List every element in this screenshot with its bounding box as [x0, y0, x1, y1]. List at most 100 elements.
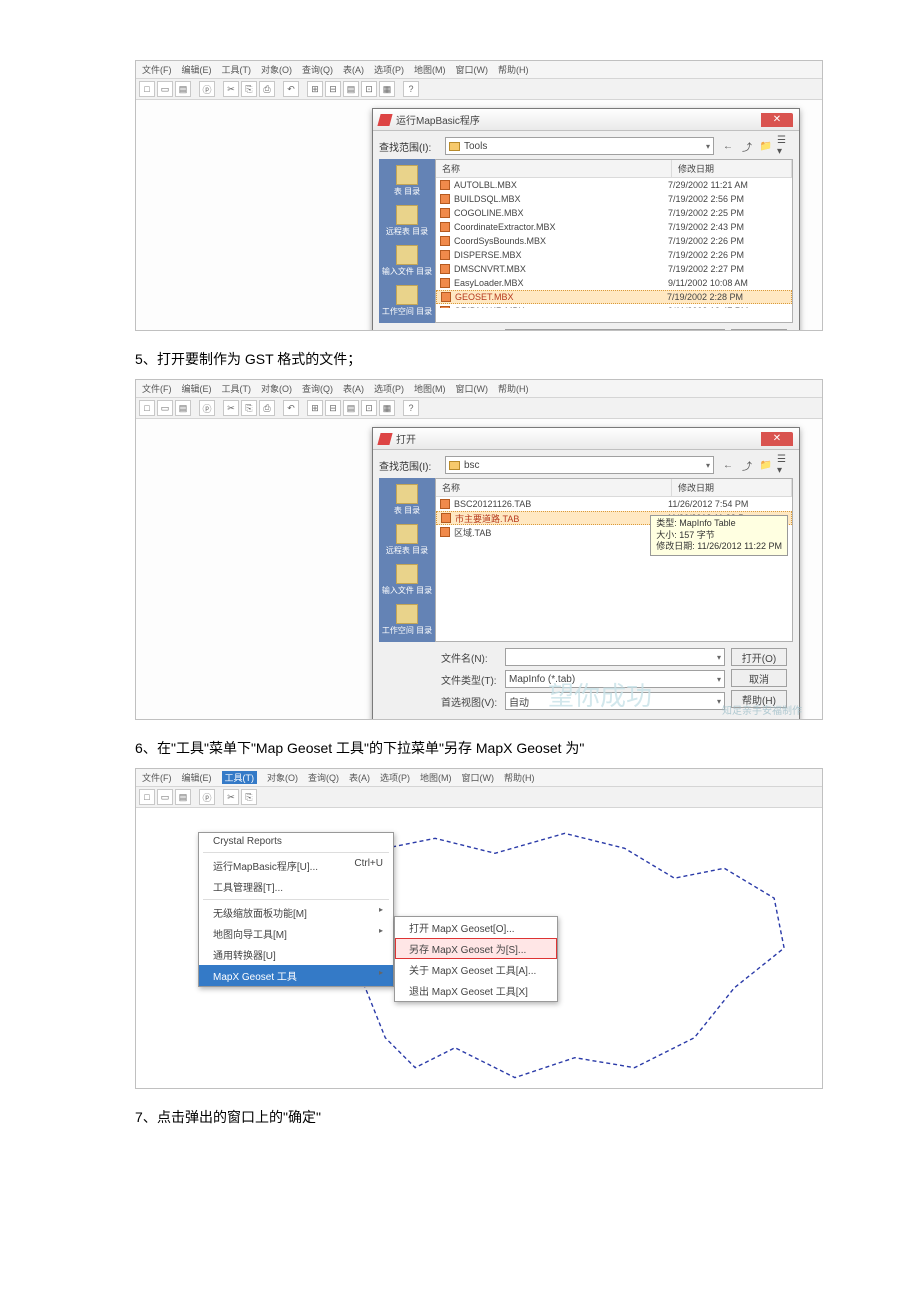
places-input[interactable]: 输入文件 目录	[382, 564, 432, 596]
menu-edit[interactable]: 编辑(E)	[182, 382, 212, 395]
menu-table[interactable]: 表(A)	[343, 63, 364, 76]
file-row[interactable]: CoordinateExtractor.MBX7/19/2002 2:43 PM	[436, 220, 792, 234]
menu-tools[interactable]: 工具(T)	[222, 771, 258, 784]
tb-w2[interactable]: ⊟	[325, 81, 341, 97]
menu-query[interactable]: 查询(Q)	[308, 771, 339, 784]
menu-table[interactable]: 表(A)	[349, 771, 370, 784]
open-button[interactable]: 打开(O)	[731, 329, 787, 330]
file-row[interactable]: GRIDMAKR.MBX9/11/2002 12:47 PM	[436, 304, 792, 308]
places-workspace[interactable]: 工作空间 目录	[382, 604, 432, 636]
file-row[interactable]: DMSCNVRT.MBX7/19/2002 2:27 PM	[436, 262, 792, 276]
places-tables[interactable]: 表 目录	[394, 484, 420, 516]
places-workspace[interactable]: 工作空间 目录	[382, 285, 432, 317]
menu-window[interactable]: 窗口(W)	[456, 63, 489, 76]
file-row[interactable]: BUILDSQL.MBX7/19/2002 2:56 PM	[436, 192, 792, 206]
menu-object[interactable]: 对象(O)	[267, 771, 298, 784]
nav-up-icon[interactable]: ⤴	[739, 138, 755, 154]
filename-input[interactable]: ▾	[505, 648, 725, 666]
dialog-icon	[377, 433, 392, 445]
file-row[interactable]: CoordSysBounds.MBX7/19/2002 2:26 PM	[436, 234, 792, 248]
places-remote[interactable]: 远程表 目录	[386, 205, 428, 237]
tools-menu-item[interactable]: 地图向导工具[M]	[199, 923, 393, 944]
menu-options[interactable]: 选项(P)	[374, 382, 404, 395]
close-button[interactable]: ✕	[761, 432, 793, 446]
menu-tools[interactable]: 工具(T)	[222, 382, 252, 395]
menu-help[interactable]: 帮助(H)	[498, 382, 529, 395]
file-row[interactable]: DISPERSE.MBX7/19/2002 2:26 PM	[436, 248, 792, 262]
file-row[interactable]: EasyLoader.MBX9/11/2002 10:08 AM	[436, 276, 792, 290]
menu-object[interactable]: 对象(O)	[261, 63, 292, 76]
menu-edit[interactable]: 编辑(E)	[182, 63, 212, 76]
places-remote[interactable]: 远程表 目录	[386, 524, 428, 556]
menu-options[interactable]: 选项(P)	[374, 63, 404, 76]
tb-cut[interactable]: ✂	[223, 81, 239, 97]
file-row[interactable]: GEOSET.MBX7/19/2002 2:28 PM	[436, 290, 792, 304]
tb-w4[interactable]: ⊡	[361, 81, 377, 97]
tools-menu-item[interactable]: 通用转换器[U]	[199, 944, 393, 965]
nav-back-icon[interactable]: ←	[720, 457, 736, 473]
menu-tools[interactable]: 工具(T)	[222, 63, 252, 76]
submenu-item[interactable]: 关于 MapX Geoset 工具[A]...	[395, 959, 557, 980]
submenu-item[interactable]: 退出 MapX Geoset 工具[X]	[395, 980, 557, 1001]
col-name[interactable]: 名称	[436, 160, 672, 177]
nav-back-icon[interactable]: ←	[720, 138, 736, 154]
menu-window[interactable]: 窗口(W)	[462, 771, 495, 784]
tools-menu-item[interactable]: 运行MapBasic程序[U]...Ctrl+U	[199, 855, 393, 876]
tb-copy[interactable]: ⎘	[241, 81, 257, 97]
menu-object[interactable]: 对象(O)	[261, 382, 292, 395]
tb-print[interactable]: ⓟ	[199, 81, 215, 97]
close-button[interactable]: ✕	[761, 113, 793, 127]
tb-w3[interactable]: ▤	[343, 81, 359, 97]
col-date[interactable]: 修改日期	[672, 479, 792, 496]
file-row[interactable]: BSC20121126.TAB11/26/2012 7:54 PM	[436, 497, 792, 511]
places-input[interactable]: 输入文件 目录	[382, 245, 432, 277]
tools-menu-item[interactable]: Crystal Reports	[199, 833, 393, 850]
file-list[interactable]: AUTOLBL.MBX7/29/2002 11:21 AMBUILDSQL.MB…	[436, 178, 792, 308]
menu-map[interactable]: 地图(M)	[420, 771, 452, 784]
tb-new[interactable]: □	[139, 81, 155, 97]
cancel-button[interactable]: 取消	[731, 669, 787, 687]
filename-input[interactable]: ▾	[505, 329, 725, 330]
tb-save[interactable]: ▤	[175, 81, 191, 97]
menu-query[interactable]: 查询(Q)	[302, 382, 333, 395]
menu-file[interactable]: 文件(F)	[142, 771, 172, 784]
menu-options[interactable]: 选项(P)	[380, 771, 410, 784]
tb-w5[interactable]: ▦	[379, 81, 395, 97]
menu-help[interactable]: 帮助(H)	[504, 771, 535, 784]
tools-menu-item[interactable]: 工具管理器[T]...	[199, 876, 393, 897]
tb-help[interactable]: ?	[403, 81, 419, 97]
tb-open[interactable]: ▭	[157, 81, 173, 97]
help-button[interactable]: 帮助(H)	[731, 690, 787, 708]
submenu-item[interactable]: 另存 MapX Geoset 为[S]...	[395, 938, 557, 959]
nav-newfolder-icon[interactable]: 📁	[758, 138, 774, 154]
nav-up-icon[interactable]: ⤴	[739, 457, 755, 473]
open-button[interactable]: 打开(O)	[731, 648, 787, 666]
col-date[interactable]: 修改日期	[672, 160, 792, 177]
nav-view-icon[interactable]: ☰ ▾	[777, 138, 793, 154]
tb-w1[interactable]: ⊞	[307, 81, 323, 97]
view-combo[interactable]: 自动▾	[505, 692, 725, 710]
places-tables[interactable]: 表 目录	[394, 165, 420, 197]
look-in-combo[interactable]: Tools ▾	[445, 137, 714, 155]
look-in-combo[interactable]: bsc ▾	[445, 456, 714, 474]
menu-map[interactable]: 地图(M)	[414, 382, 446, 395]
nav-newfolder-icon[interactable]: 📁	[758, 457, 774, 473]
file-row[interactable]: AUTOLBL.MBX7/29/2002 11:21 AM	[436, 178, 792, 192]
filetype-combo[interactable]: MapInfo (*.tab)▾	[505, 670, 725, 688]
menu-window[interactable]: 窗口(W)	[456, 382, 489, 395]
menu-query[interactable]: 查询(Q)	[302, 63, 333, 76]
tools-menu-item[interactable]: MapX Geoset 工具	[199, 965, 393, 986]
menu-help[interactable]: 帮助(H)	[498, 63, 529, 76]
tb-undo[interactable]: ↶	[283, 81, 299, 97]
menu-file[interactable]: 文件(F)	[142, 63, 172, 76]
nav-view-icon[interactable]: ☰ ▾	[777, 457, 793, 473]
submenu-item[interactable]: 打开 MapX Geoset[O]...	[395, 917, 557, 938]
col-name[interactable]: 名称	[436, 479, 672, 496]
menu-edit[interactable]: 编辑(E)	[182, 771, 212, 784]
menu-table[interactable]: 表(A)	[343, 382, 364, 395]
tools-menu-item[interactable]: 无级缩放面板功能[M]	[199, 902, 393, 923]
menu-file[interactable]: 文件(F)	[142, 382, 172, 395]
file-row[interactable]: COGOLINE.MBX7/19/2002 2:25 PM	[436, 206, 792, 220]
tb-paste[interactable]: ⎙	[259, 81, 275, 97]
menu-map[interactable]: 地图(M)	[414, 63, 446, 76]
